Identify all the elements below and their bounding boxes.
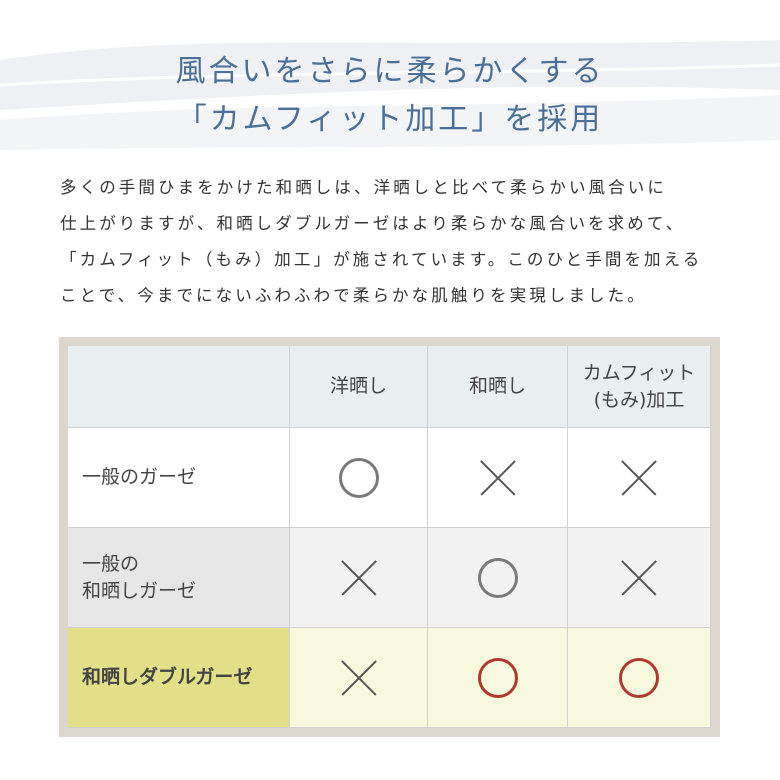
cell-cross [568,528,711,628]
heading-line-2: 「カムフィット加工」を採用 [176,102,604,137]
header-comfit-line1: カムフィット [582,361,696,384]
cross-icon [481,461,515,495]
description-line: 「カムフィット（もみ）加工」が施されています。このひと手間を加える [60,250,703,269]
header-comfit-line2: (もみ)加工 [593,388,685,411]
row-label-line2: 和晒しガーゼ [82,579,197,602]
row-label: 一般のガーゼ [68,428,290,528]
header-comfit: カムフィット (もみ)加工 [568,346,711,428]
header-western-bleach: 洋晒し [290,346,428,428]
comparison-table: 洋晒し 和晒し カムフィット (もみ)加工 一般のガーゼ 一般の和晒しガーゼ 和晒… [68,346,711,728]
cell-cross [568,428,711,528]
heading-line-1: 風合いをさらに柔らかくする [175,54,605,89]
circle-icon [477,657,518,698]
header-empty [68,346,290,428]
description-line: 多くの手間ひまをかけた和晒しは、洋晒しと比べて柔らかい風合いに [60,178,667,197]
cell-cross [428,428,568,528]
comparison-table-frame: 洋晒し 和晒し カムフィット (もみ)加工 一般のガーゼ 一般の和晒しガーゼ 和晒… [59,337,720,737]
cell-circle [428,628,568,728]
cell-cross [290,628,428,728]
row-label-line1: 一般の [82,552,140,575]
cell-circle [568,628,711,728]
cross-icon [622,561,656,595]
cell-circle [290,428,428,528]
circle-icon [619,657,659,698]
cross-icon [342,561,376,595]
description-line: ことで、今までにないふわふわで柔らかな肌触りを実現しました。 [60,286,647,305]
circle-icon [338,457,379,498]
cell-circle [428,528,568,628]
brush-stroke-background [0,40,780,150]
circle-icon [477,557,518,598]
cross-icon [622,461,656,495]
row-label: 一般の 和晒しガーゼ [68,528,290,628]
cross-icon [342,661,376,695]
row-label-highlight: 和晒しダブルガーゼ [68,628,290,728]
description-line: 仕上がりますが、和晒しダブルガーゼはより柔らかな風合いを求めて、 [60,214,686,233]
cell-cross [290,528,428,628]
description: 多くの手間ひまをかけた和晒しは、洋晒しと比べて柔らかい風合いに 仕上がりますが、… [60,174,725,318]
header-japanese-bleach: 和晒し [428,346,568,428]
